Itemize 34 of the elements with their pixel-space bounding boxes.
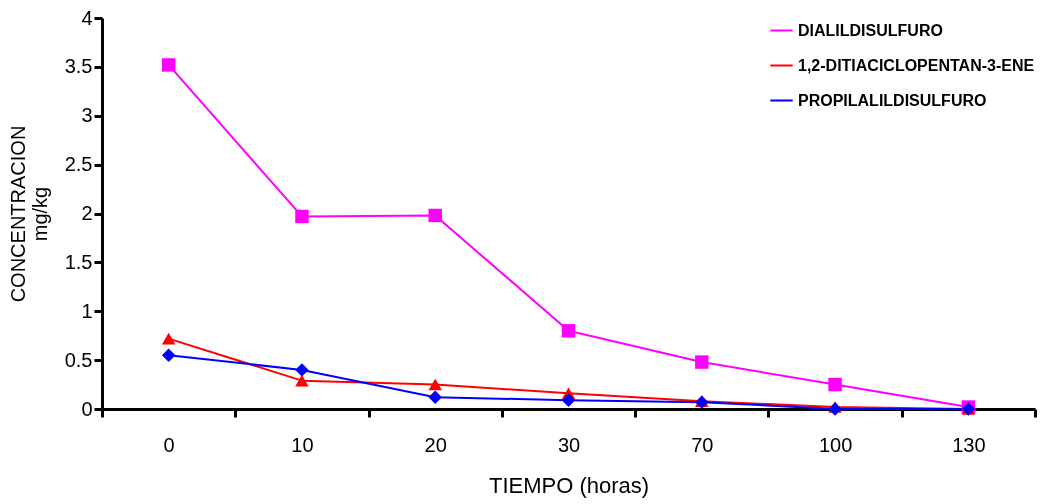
point: [161, 348, 176, 362]
y-tick-label: 1.5: [64, 250, 93, 273]
x-tick-label: 100: [818, 433, 853, 456]
y-tick-label: 1: [81, 299, 93, 322]
point: [428, 378, 442, 391]
point: [161, 58, 176, 72]
point: [428, 208, 442, 223]
point: [161, 332, 176, 345]
x-tick-label: 30: [557, 433, 581, 456]
point: [295, 209, 309, 224]
point: [428, 390, 442, 404]
legend-label: PROPILALILDISULFURO: [798, 91, 987, 109]
x-tick-label: 70: [691, 433, 714, 456]
y-tick-label: 3: [81, 104, 93, 127]
y-tick-label: 3.5: [64, 55, 93, 78]
y-tick-label: 0: [81, 397, 93, 420]
y-axis-title: CONCENTRACION mg/kg: [6, 125, 51, 303]
legend-label: DIALILDISULFURO: [798, 21, 943, 39]
y-tick-label: 4: [81, 6, 93, 29]
y-tick-label: 2.5: [64, 153, 93, 176]
point: [295, 374, 309, 387]
x-tick-label: 20: [424, 433, 447, 456]
x-tick-label: 10: [291, 433, 314, 456]
point: [561, 393, 576, 407]
y-tick-label: 0.5: [64, 348, 93, 371]
point: [828, 377, 842, 392]
point: [295, 363, 309, 377]
y-tick-label: 2: [81, 202, 93, 224]
point: [561, 324, 576, 338]
legend-label: 1,2-DITIACICLOPENTAN-3-ENE: [798, 56, 1035, 74]
point: [695, 355, 709, 369]
x-axis-title: TIEMPO (horas): [488, 472, 650, 498]
x-tick-label: 130: [952, 433, 986, 456]
x-tick-label: 0: [163, 433, 175, 456]
